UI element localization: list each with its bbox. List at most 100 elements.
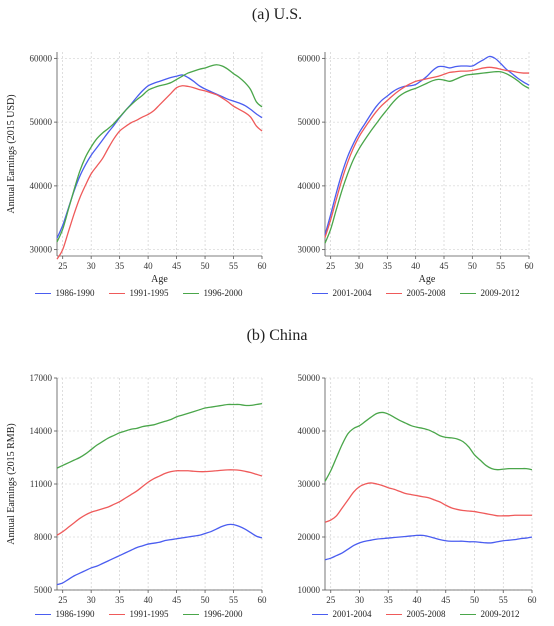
plot-area <box>57 378 262 590</box>
legend-item: 2001-2004 <box>311 609 372 619</box>
legend-swatch-red <box>385 613 402 615</box>
x-tick-label: 40 <box>411 261 421 271</box>
legend-item: 1996-2000 <box>182 288 243 298</box>
x-tick-label: 25 <box>326 595 336 605</box>
y-tick-label: 40000 <box>30 181 53 191</box>
y-tick-label: 40000 <box>298 426 321 436</box>
series-line-1986-1990 <box>56 523 263 586</box>
y-tick-label: 40000 <box>298 181 321 191</box>
series-line-1991-1995 <box>56 85 263 260</box>
legend-swatch-green <box>182 292 199 294</box>
legend-label: 2005-2008 <box>406 288 446 298</box>
y-tick-label: 50000 <box>30 117 53 127</box>
section-title-china: (b) China <box>246 327 308 344</box>
legend-swatch-blue <box>34 292 51 294</box>
section-title-us: (a) U.S. <box>251 6 303 23</box>
x-tick-label: 30 <box>87 261 97 271</box>
legend-label: 2005-2008 <box>406 609 446 619</box>
legend-swatch-blue <box>311 613 328 615</box>
legend-item: 2005-2008 <box>385 288 446 298</box>
series-line-2009-2012 <box>324 70 530 244</box>
y-tick-label: 17000 <box>30 373 53 383</box>
legend-label: 1991-1995 <box>129 609 169 619</box>
legend-item: 2005-2008 <box>385 609 446 619</box>
y-tick-label: 30000 <box>298 479 321 489</box>
chart-china-right: 25 30 35 40 45 50 55 60 10000 20000 30000 40000 5000… <box>298 373 538 605</box>
x-tick-label: 55 <box>229 261 239 271</box>
x-tick-label: 45 <box>440 261 450 271</box>
x-axis-label: Age <box>151 274 168 285</box>
y-axis-label: Annual Earnings (2015 RMB) <box>6 423 17 544</box>
x-tick-label: 25 <box>58 261 68 271</box>
legend-label: 2009-2012 <box>480 288 520 298</box>
x-tick-label: 35 <box>115 261 125 271</box>
series-line-1991-1995 <box>56 469 263 536</box>
y-tick-label: 20000 <box>298 532 321 542</box>
legend-label: 1986-1990 <box>55 288 95 298</box>
x-tick-label: 35 <box>384 595 394 605</box>
legend-item: 2001-2004 <box>311 288 372 298</box>
x-tick-label: 30 <box>355 595 365 605</box>
legend-china-right: 2001-2004 2005-2008 2009-2012 <box>277 609 554 619</box>
x-tick-label: 55 <box>229 595 239 605</box>
y-tick-label: 50000 <box>298 373 321 383</box>
x-tick-label: 60 <box>258 595 268 605</box>
x-tick-label: 45 <box>441 595 451 605</box>
legend-item: 1996-2000 <box>182 609 243 619</box>
x-tick-label: 50 <box>201 595 211 605</box>
x-tick-label: 45 <box>172 595 182 605</box>
y-tick-label: 60000 <box>30 53 53 63</box>
legend-us-right: 2001-2004 2005-2008 2009-2012 <box>277 288 554 298</box>
x-tick-label: 50 <box>470 595 480 605</box>
legend-label: 2001-2004 <box>332 609 372 619</box>
chart-us-left: 25 30 35 40 45 50 55 60 30000 40000 50000 60000 Age A… <box>6 52 268 285</box>
chart-china-left: 25 30 35 40 45 50 55 60 5000 8000 11000 14000 17000 A… <box>6 373 268 605</box>
x-tick-label: 45 <box>172 261 182 271</box>
series-line-2001-2004 <box>324 55 530 236</box>
legend-item: 2009-2012 <box>459 288 520 298</box>
legend-swatch-green <box>459 613 476 615</box>
legend-label: 2001-2004 <box>332 288 372 298</box>
plot-area <box>325 378 532 590</box>
y-tick-label: 8000 <box>34 532 53 542</box>
legend-swatch-blue <box>311 292 328 294</box>
y-tick-label: 11000 <box>30 479 53 489</box>
x-tick-label: 60 <box>258 261 268 271</box>
series-line-1986-1990 <box>56 74 263 239</box>
chart-us-right: 25 30 35 40 45 50 55 60 30000 40000 50000 60000 Age <box>298 52 535 285</box>
series-line-2009-2012 <box>324 411 533 482</box>
x-tick-label: 25 <box>326 261 336 271</box>
x-tick-label: 55 <box>499 595 509 605</box>
legend-swatch-blue <box>34 613 51 615</box>
series-line-2005-2008 <box>324 66 530 238</box>
x-tick-label: 35 <box>383 261 393 271</box>
y-tick-label: 50000 <box>298 117 321 127</box>
x-tick-label: 30 <box>355 261 365 271</box>
legend-item: 2009-2012 <box>459 609 520 619</box>
legend-label: 1986-1990 <box>55 609 95 619</box>
legend-item: 1991-1995 <box>108 288 169 298</box>
y-tick-label: 30000 <box>30 245 53 255</box>
legend-swatch-green <box>459 292 476 294</box>
x-tick-label: 30 <box>87 595 97 605</box>
x-tick-label: 55 <box>496 261 506 271</box>
legend-swatch-red <box>385 292 402 294</box>
y-axis-label: Annual Earnings (2015 USD) <box>6 94 17 213</box>
legend-swatch-red <box>108 292 125 294</box>
legend-label: 2009-2012 <box>480 609 520 619</box>
legend-item: 1986-1990 <box>34 609 95 619</box>
legend-label: 1996-2000 <box>203 288 243 298</box>
x-tick-label: 60 <box>525 261 535 271</box>
y-tick-label: 10000 <box>298 585 321 595</box>
legend-china-left: 1986-1990 1991-1995 1996-2000 <box>0 609 277 619</box>
legend-item: 1991-1995 <box>108 609 169 619</box>
x-tick-label: 50 <box>201 261 211 271</box>
legend-label: 1996-2000 <box>203 609 243 619</box>
series-line-2001-2004 <box>324 534 533 561</box>
y-tick-label: 60000 <box>298 53 321 63</box>
x-tick-label: 60 <box>528 595 538 605</box>
legend-label: 1991-1995 <box>129 288 169 298</box>
legend-us-left: 1986-1990 1991-1995 1996-2000 <box>0 288 277 298</box>
legend-swatch-green <box>182 613 199 615</box>
x-tick-label: 25 <box>58 595 68 605</box>
